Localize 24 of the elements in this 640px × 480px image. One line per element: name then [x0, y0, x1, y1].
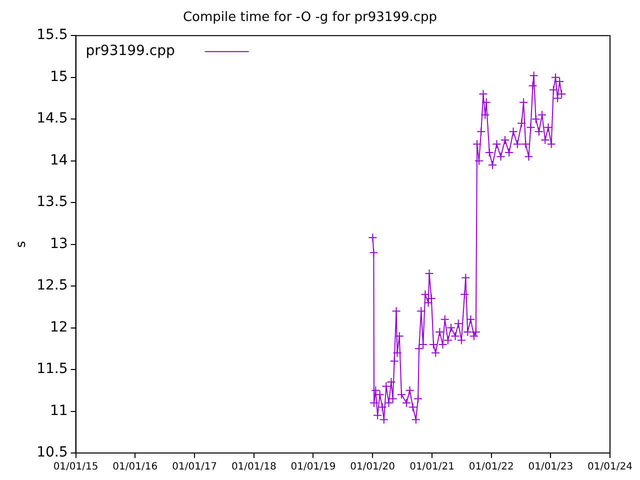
y-tick-label: 14.5 [36, 110, 68, 127]
x-tick-label: 01/01/21 [410, 462, 454, 473]
y-axis-title: s [14, 240, 30, 248]
chart-title: Compile time for -O -g for pr93199.cpp [182, 10, 438, 26]
x-tick-label: 01/01/20 [350, 462, 396, 473]
y-tick-label: 15 [50, 68, 68, 85]
y-tick-label: 10.5 [36, 444, 68, 461]
x-tick-label: 01/01/18 [231, 462, 276, 473]
x-tick-label: 01/01/19 [290, 462, 336, 473]
x-tick-label: 01/01/17 [172, 462, 218, 473]
legend-label: pr93199.cpp [86, 43, 175, 60]
x-tick-label: 01/01/16 [112, 462, 158, 473]
y-tick-label: 13 [50, 236, 68, 252]
y-tick-label: 12 [50, 319, 68, 336]
y-tick-label: 15.5 [36, 27, 68, 44]
y-tick-label: 12.5 [36, 278, 68, 294]
y-tick-label: 11.5 [36, 361, 68, 378]
y-tick-label: 14 [50, 152, 68, 168]
x-tick-label: 01/01/22 [468, 462, 514, 473]
y-tick-label: 13.5 [36, 194, 68, 210]
x-tick-label: 01/01/15 [53, 462, 98, 473]
x-tick-label: 01/01/23 [528, 462, 574, 473]
y-tick-label: 11 [50, 402, 68, 419]
x-tick-label: 01/01/24 [588, 462, 632, 473]
